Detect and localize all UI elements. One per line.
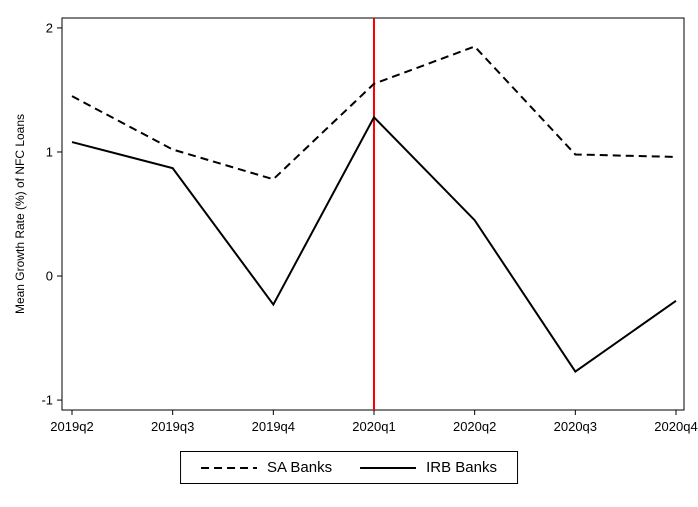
x-tick-label: 2020q3 [554, 419, 597, 434]
y-axis-label: Mean Growth Rate (%) of NFC Loans [13, 113, 27, 315]
y-tick-label: -1 [41, 393, 53, 408]
dashed-line-sample-icon [201, 466, 258, 469]
x-tick-label: 2019q3 [151, 419, 194, 434]
x-tick-label: 2020q4 [654, 419, 697, 434]
x-tick-label: 2019q4 [252, 419, 295, 434]
legend-label-sa-banks: SA Banks [267, 459, 333, 476]
y-tick-label: 1 [46, 144, 53, 159]
x-tick-label: 2019q2 [50, 419, 93, 434]
x-tick-label: 2020q1 [352, 419, 395, 434]
solid-line-sample-icon [360, 466, 417, 469]
legend-label-irb-banks: IRB Banks [426, 459, 497, 476]
legend-item-sa-banks: SA Banks [201, 459, 332, 476]
y-tick-label: 2 [46, 20, 53, 35]
y-tick-label: 0 [46, 269, 53, 284]
series-irb-banks [71, 115, 677, 373]
series-sa-banks [71, 45, 677, 181]
x-tick-label: 2020q2 [453, 419, 496, 434]
legend: SA Banks IRB Banks [180, 451, 518, 484]
legend-item-irb-banks: IRB Banks [360, 459, 497, 476]
